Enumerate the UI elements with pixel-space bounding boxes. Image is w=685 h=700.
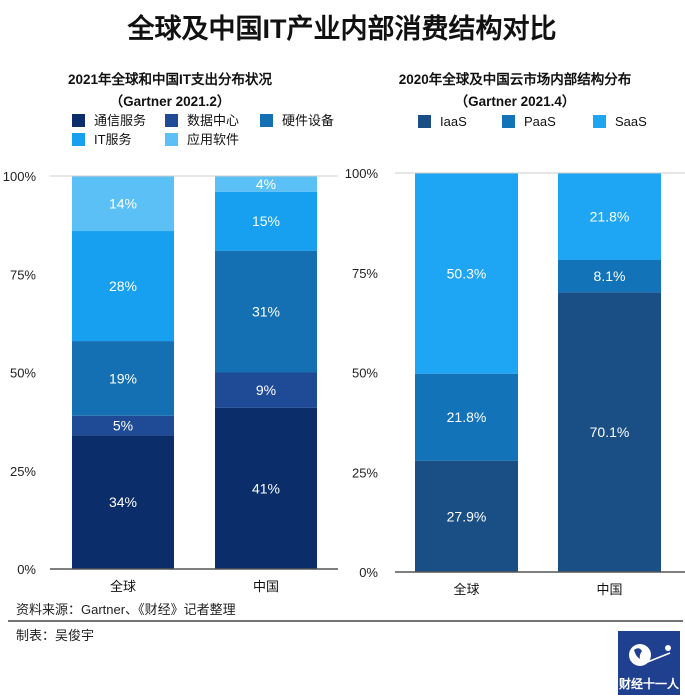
x-tick-label: 全球	[453, 582, 479, 597]
data-label: 21.8%	[447, 409, 487, 425]
data-label: 8.1%	[594, 268, 626, 284]
data-label: 21.8%	[590, 208, 630, 224]
bar-segment	[215, 250, 317, 373]
data-label: 4%	[256, 176, 276, 192]
author-note: 制表：吴俊宇	[16, 628, 94, 643]
bar-segment	[415, 373, 518, 461]
bar-segment	[415, 173, 518, 374]
legend-swatch	[502, 115, 515, 128]
bar-segment	[558, 259, 661, 293]
y-tick-label: 0%	[17, 562, 36, 577]
bar-segment	[72, 341, 174, 416]
y-tick-label: 50%	[10, 366, 36, 381]
legend-label: 应用软件	[187, 132, 239, 147]
bar-segment	[215, 176, 317, 192]
bar-segment	[72, 176, 174, 232]
bar-segment	[558, 173, 661, 260]
data-label: 5%	[113, 418, 133, 434]
data-label: 19%	[109, 370, 137, 386]
bar-segment	[215, 372, 317, 408]
legend-label: IT服务	[94, 132, 132, 147]
y-tick-label: 100%	[3, 169, 37, 184]
bar-segment	[72, 231, 174, 342]
legend-label: 数据中心	[187, 113, 239, 128]
data-label: 15%	[252, 213, 280, 229]
y-tick-label: 0%	[359, 565, 378, 580]
legend-label: 硬件设备	[282, 113, 334, 128]
chart-subtitle: （Gartner 2021.4）	[455, 94, 576, 109]
y-tick-label: 25%	[352, 465, 378, 480]
data-label: 9%	[256, 382, 276, 398]
y-tick-label: 100%	[345, 166, 379, 181]
y-tick-label: 75%	[10, 267, 36, 282]
y-tick-label: 25%	[10, 464, 36, 479]
chart-title: 2021年全球和中国IT支出分布状况	[68, 71, 273, 87]
data-label: 41%	[252, 480, 280, 496]
x-tick-label: 中国	[253, 579, 279, 594]
data-label: 70.1%	[590, 424, 630, 440]
chart-2: 2020年全球及中国云市场内部结构分布 （Gartner 2021.4） IaaS P…	[345, 71, 685, 597]
bar-segment	[215, 407, 317, 569]
data-label: 27.9%	[447, 508, 487, 524]
legend-swatch	[72, 133, 85, 146]
data-label: 34%	[109, 494, 137, 510]
data-label: 28%	[109, 278, 137, 294]
bar-segment	[415, 460, 518, 572]
legend-swatch	[165, 114, 178, 127]
page-title: 全球及中国IT产业内部消费结构对比	[127, 13, 557, 44]
legend-swatch	[260, 114, 273, 127]
legend-swatch	[72, 114, 85, 127]
bar-segment	[558, 292, 661, 572]
y-tick-label: 50%	[352, 366, 378, 381]
bar-segment	[72, 415, 174, 436]
legend-swatch	[165, 133, 178, 146]
chart-subtitle: （Gartner 2021.2）	[110, 94, 231, 109]
chart-1: 2021年全球和中国IT支出分布状况 （Gartner 2021.2） 通信服务 数据…	[3, 71, 338, 594]
chart-title: 2020年全球及中国云市场内部结构分布	[399, 71, 632, 87]
legend-swatch	[418, 115, 431, 128]
legend-label: 通信服务	[94, 113, 146, 128]
x-tick-label: 全球	[110, 579, 136, 594]
y-tick-label: 75%	[352, 266, 378, 281]
data-label: 14%	[109, 196, 137, 212]
x-tick-label: 中国	[596, 582, 622, 597]
logo-text: 财经十一人	[618, 676, 680, 691]
data-label: 50.3%	[447, 265, 487, 281]
legend-swatch	[593, 115, 606, 128]
runner-icon	[665, 645, 671, 651]
legend-label: SaaS	[615, 114, 647, 129]
data-label: 31%	[252, 304, 280, 320]
legend-label: PaaS	[524, 114, 556, 129]
source-note: 资料来源：Gartner、《财经》记者整理	[16, 602, 236, 617]
bar-segment	[215, 191, 317, 251]
logo: 财经十一人	[618, 631, 680, 695]
legend-label: IaaS	[440, 114, 467, 129]
bar-segment	[72, 435, 174, 569]
